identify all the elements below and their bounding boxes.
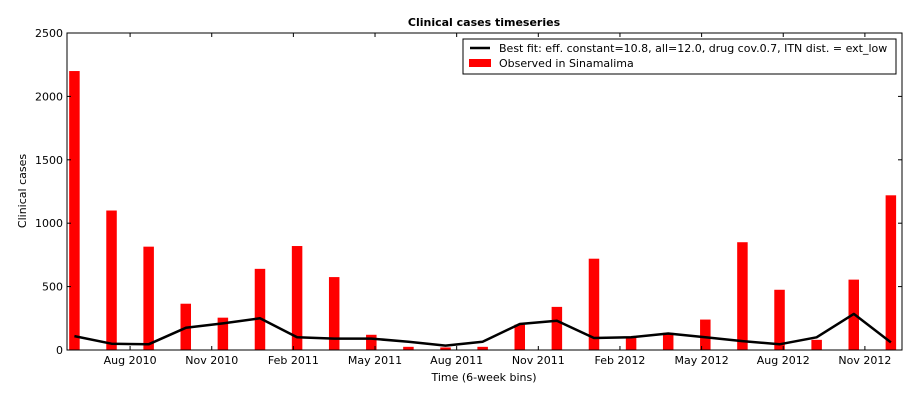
observed-bar — [625, 337, 637, 350]
observed-bar — [737, 242, 748, 350]
axes-layer — [66, 32, 903, 351]
legend: Best fit: eff. constant=10.8, all=12.0, … — [462, 38, 897, 75]
observed-bar — [811, 339, 822, 350]
y-tick-label: 0 — [56, 344, 63, 357]
y-tick-label: 1500 — [35, 154, 63, 167]
observed-bar — [551, 306, 563, 350]
x-tick-label: Nov 2011 — [512, 354, 565, 367]
observed-bar — [440, 347, 451, 350]
legend-box — [462, 38, 897, 75]
observed-bar — [106, 210, 117, 350]
legend-bar-label: Observed in Sinamalima — [499, 57, 634, 70]
observed-bar — [69, 71, 80, 350]
bars-layer — [69, 71, 897, 350]
observed-bar — [662, 332, 674, 350]
observed-bar — [143, 246, 154, 350]
x-tick-label: Aug 2011 — [430, 354, 483, 367]
y-axis-title: Clinical cases — [16, 154, 29, 228]
legend-line-label: Best fit: eff. constant=10.8, all=12.0, … — [499, 42, 887, 55]
x-tick-label: Nov 2012 — [838, 354, 891, 367]
y-tick-label: 2500 — [35, 27, 63, 40]
x-tick-label: Aug 2010 — [104, 354, 157, 367]
observed-bar — [477, 346, 488, 350]
plot-frame — [66, 32, 903, 351]
x-tick-label: May 2012 — [674, 354, 728, 367]
observed-bar — [366, 334, 377, 350]
x-tick-label: Nov 2010 — [185, 354, 238, 367]
x-tick-label: Aug 2012 — [757, 354, 810, 367]
x-tick-label: May 2011 — [348, 354, 402, 367]
x-tick-label: Feb 2012 — [594, 354, 645, 367]
observed-bar — [217, 317, 229, 350]
observed-bar — [700, 319, 711, 350]
observed-bar — [588, 258, 600, 350]
observed-bar — [774, 289, 785, 350]
observed-bar — [291, 246, 303, 350]
y-tick-label: 500 — [42, 281, 63, 294]
observed-bar — [254, 268, 266, 350]
y-tick-label: 2000 — [35, 90, 63, 103]
y-tick-label: 1000 — [35, 217, 63, 230]
ticks-layer: 0 500 1000 1500 2000 2500 Aug 2010 Nov 2010 Feb … — [35, 27, 902, 367]
x-tick-label: Feb 2011 — [268, 354, 319, 367]
legend-bar-swatch — [469, 59, 491, 67]
line-layer — [74, 312, 892, 347]
chart-title: Clinical cases timeseries — [408, 16, 561, 29]
observed-bar — [403, 346, 414, 350]
observed-bar — [885, 195, 897, 350]
observed-bar — [328, 277, 340, 350]
x-axis-title: Time (6-week bins) — [430, 371, 536, 384]
best-fit-line — [74, 312, 892, 347]
observed-bar — [514, 324, 526, 350]
